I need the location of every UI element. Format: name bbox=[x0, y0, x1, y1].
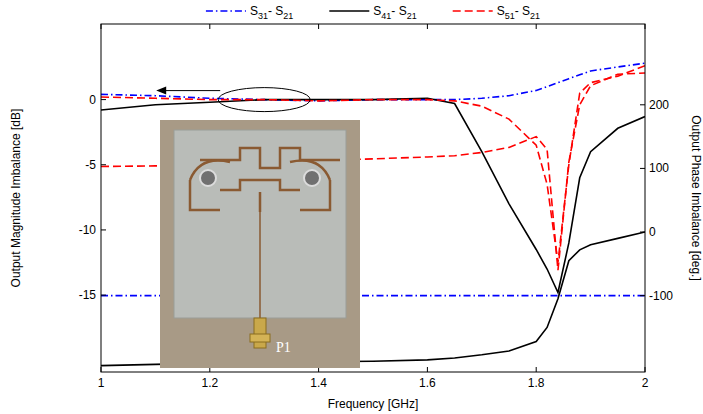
x-tick bbox=[101, 367, 102, 372]
y-tick bbox=[101, 164, 106, 165]
text-part: S bbox=[497, 4, 505, 18]
axis-arrow bbox=[164, 90, 220, 91]
legend-label: S31- S21 bbox=[250, 4, 293, 21]
y2-tick-label: 200 bbox=[649, 98, 669, 112]
x-tick-top bbox=[209, 24, 210, 29]
inset-background bbox=[160, 120, 360, 368]
legend-item: S51- S21 bbox=[453, 4, 540, 21]
x-tick-top bbox=[427, 24, 428, 29]
subscript: 41 bbox=[381, 11, 391, 21]
text-part: - S bbox=[391, 4, 406, 18]
axis-arrow-head bbox=[156, 87, 166, 95]
subscript: 21 bbox=[530, 11, 540, 21]
y-tick-label: -5 bbox=[85, 158, 96, 172]
x-tick-top bbox=[318, 24, 319, 29]
legend: S31- S21S41- S21S51- S21 bbox=[206, 4, 540, 21]
x-tick-label: 1.8 bbox=[528, 376, 545, 390]
y2-tick bbox=[640, 232, 645, 233]
inset-board bbox=[174, 130, 346, 318]
x-tick bbox=[427, 367, 428, 372]
y2-tick bbox=[640, 295, 645, 296]
inset-trace bbox=[259, 192, 262, 212]
x-tick bbox=[645, 367, 646, 372]
subscript: 31 bbox=[258, 11, 268, 21]
x-tick bbox=[536, 367, 537, 372]
subscript: 51 bbox=[505, 11, 515, 21]
inset-component bbox=[304, 170, 320, 186]
subscript: 21 bbox=[407, 11, 417, 21]
x-tick-top bbox=[101, 24, 102, 29]
legend-item: S41- S21 bbox=[329, 4, 416, 21]
inset-connector-nut bbox=[250, 334, 270, 342]
inset-label: P1 bbox=[276, 340, 291, 355]
series-line bbox=[101, 63, 645, 101]
axis-ellipse bbox=[218, 88, 310, 112]
text-part: - S bbox=[268, 4, 283, 18]
x-tick-top bbox=[536, 24, 537, 29]
inset-component bbox=[200, 170, 216, 186]
y-tick bbox=[101, 295, 106, 296]
y-axis-title: Output Magnitude Imbalance [dB] bbox=[9, 109, 23, 288]
y2-tick-label: -100 bbox=[649, 289, 673, 303]
x-tick-label: 1.2 bbox=[201, 376, 218, 390]
text-part: S bbox=[373, 4, 381, 18]
y2-axis-title: Output Phase Imbalance [deg.] bbox=[689, 115, 703, 280]
text-part: - S bbox=[515, 4, 530, 18]
y-tick bbox=[101, 99, 106, 100]
y-tick-label: -15 bbox=[79, 288, 97, 302]
x-tick-label: 1.4 bbox=[310, 376, 327, 390]
y2-tick-label: 100 bbox=[649, 161, 669, 175]
legend-line bbox=[206, 10, 246, 12]
x-tick-label: 2 bbox=[642, 376, 649, 390]
legend-item: S31- S21 bbox=[206, 4, 293, 21]
y2-tick-label: 0 bbox=[649, 225, 656, 239]
inset-connector bbox=[254, 318, 266, 348]
chart: 1 1.2 1.4 1.6 1.8 2 -15 -10 -5 0 -100 0 100 200 Freque… bbox=[0, 0, 703, 414]
x-axis-title: Frequency [GHz] bbox=[328, 397, 419, 411]
x-tick-top bbox=[645, 24, 646, 29]
subscript: 21 bbox=[283, 11, 293, 21]
y2-tick bbox=[640, 168, 645, 169]
text-part: S bbox=[250, 4, 258, 18]
x-tick-label: 1.6 bbox=[419, 376, 436, 390]
y-tick-label: -10 bbox=[79, 223, 97, 237]
y-tick bbox=[101, 229, 106, 230]
legend-line bbox=[453, 10, 493, 12]
inset-feed-line bbox=[259, 212, 261, 318]
y-tick-label: 0 bbox=[89, 93, 96, 107]
inset-trace bbox=[220, 180, 300, 190]
plot-frame bbox=[101, 24, 645, 372]
legend-line bbox=[329, 10, 369, 12]
legend-label: S41- S21 bbox=[373, 4, 416, 21]
legend-label: S51- S21 bbox=[497, 4, 540, 21]
y2-tick bbox=[640, 104, 645, 105]
x-tick-label: 1 bbox=[98, 376, 105, 390]
inset-photo: P1 bbox=[160, 120, 360, 368]
